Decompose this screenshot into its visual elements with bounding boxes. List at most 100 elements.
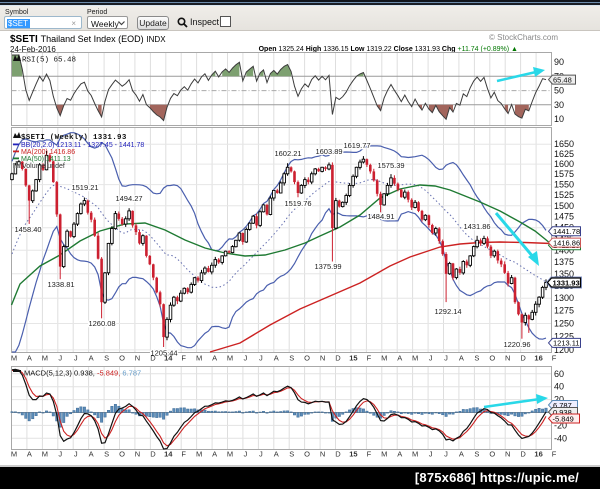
svg-text:1250: 1250 [554,319,574,329]
svg-text:N: N [135,450,140,459]
svg-text:1292.14: 1292.14 [434,307,461,316]
svg-text:1213.11: 1213.11 [553,339,580,348]
svg-text:1619.77: 1619.77 [343,141,370,150]
svg-text:1519.76: 1519.76 [284,199,311,208]
svg-text:14: 14 [164,450,173,459]
svg-text:A: A [397,450,402,459]
svg-text:J: J [444,354,448,363]
svg-text:MACD(5,12,3) 0.938, -5.849, 6.: MACD(5,12,3) 0.938, -5.849, 6.787 [24,369,141,378]
svg-text:1441.78: 1441.78 [553,227,580,236]
svg-text:M: M [11,450,17,459]
svg-text:-40: -40 [554,433,567,443]
svg-text:M: M [42,450,48,459]
svg-text:D: D [150,354,156,363]
svg-text:D: D [335,450,341,459]
svg-text:J: J [58,450,62,459]
svg-text:1260.08: 1260.08 [88,319,115,328]
svg-text:N: N [135,354,140,363]
svg-text:0.938: 0.938 [553,408,572,417]
svg-text:1650: 1650 [554,139,574,149]
svg-text:1375: 1375 [554,257,574,267]
svg-text:1494.27: 1494.27 [115,194,142,203]
svg-text:S: S [289,354,294,363]
svg-text:J: J [429,354,433,363]
svg-text:MA(200) 1416.86: MA(200) 1416.86 [21,149,75,156]
svg-text:1338.81: 1338.81 [47,280,74,289]
svg-text:D: D [520,450,526,459]
svg-text:1400: 1400 [554,245,574,255]
svg-text:1603.89: 1603.89 [315,147,342,156]
svg-text:1350: 1350 [554,269,574,279]
svg-text:A: A [459,450,464,459]
svg-text:D: D [150,450,156,459]
svg-text:J: J [259,354,263,363]
svg-text:1458.40: 1458.40 [14,225,41,234]
svg-text:F: F [367,354,372,363]
svg-text:1525: 1525 [554,190,574,200]
svg-text:F: F [367,450,372,459]
svg-text:F: F [552,450,557,459]
svg-text:M: M [42,354,48,363]
svg-text:-5.849: -5.849 [553,414,574,423]
svg-text:90: 90 [554,57,564,67]
svg-text:N: N [505,354,510,363]
svg-text:Volume undef: Volume undef [22,163,65,170]
svg-text:F: F [181,450,186,459]
svg-text:15: 15 [349,354,357,363]
svg-text:1519.21: 1519.21 [71,183,98,192]
svg-text:1602.21: 1602.21 [274,149,301,158]
svg-text:30: 30 [554,100,564,110]
svg-text:1275: 1275 [554,306,574,316]
svg-text:M: M [196,450,202,459]
svg-text:1484.91: 1484.91 [367,212,394,221]
svg-text:J: J [244,354,248,363]
svg-text:1200: 1200 [554,345,574,355]
svg-text:$SETI (Weekly) 1331.93: $SETI (Weekly) 1331.93 [21,134,127,142]
svg-text:1500: 1500 [554,201,574,211]
svg-text:A: A [89,354,94,363]
svg-text:BB(20,2.0) 1213.11 - 1327.45 -: BB(20,2.0) 1213.11 - 1327.45 - 1441.78 [21,142,144,149]
svg-text:A: A [274,450,279,459]
svg-text:O: O [119,354,125,363]
svg-text:O: O [304,450,310,459]
svg-text:S: S [104,450,109,459]
svg-text:60: 60 [554,369,564,379]
svg-text:J: J [74,450,78,459]
svg-text:M: M [227,354,233,363]
svg-text:6.787: 6.787 [553,401,572,410]
svg-text:A: A [27,354,32,363]
svg-text:O: O [304,354,310,363]
svg-text:1300: 1300 [554,293,574,303]
svg-text:M: M [227,450,233,459]
svg-text:10: 10 [554,114,564,124]
svg-text:M: M [381,354,387,363]
svg-text:A: A [274,354,279,363]
svg-text:S: S [289,450,294,459]
svg-text:1475: 1475 [554,212,574,222]
svg-text:O: O [489,354,495,363]
svg-text:1600: 1600 [554,159,574,169]
svg-text:M: M [381,450,387,459]
svg-text:A: A [89,450,94,459]
svg-text:16: 16 [534,354,542,363]
svg-text:RSI(5) 65.48: RSI(5) 65.48 [22,57,76,65]
svg-text:J: J [58,354,62,363]
svg-text:A: A [459,354,464,363]
svg-text:N: N [320,354,325,363]
svg-text:1431.86: 1431.86 [463,222,490,231]
svg-text:O: O [119,450,125,459]
svg-text:50: 50 [554,86,564,96]
svg-text:1575: 1575 [554,169,574,179]
svg-text:D: D [520,354,526,363]
svg-text:A: A [212,354,217,363]
svg-text:A: A [212,450,217,459]
svg-text:65.48: 65.48 [553,75,572,84]
svg-text:1205.44: 1205.44 [150,349,177,358]
svg-text:J: J [444,450,448,459]
svg-text:M: M [412,450,418,459]
svg-text:-20: -20 [554,420,567,430]
svg-text:N: N [505,450,510,459]
svg-text:D: D [335,354,341,363]
svg-text:1550: 1550 [554,180,574,190]
svg-text:J: J [259,450,263,459]
